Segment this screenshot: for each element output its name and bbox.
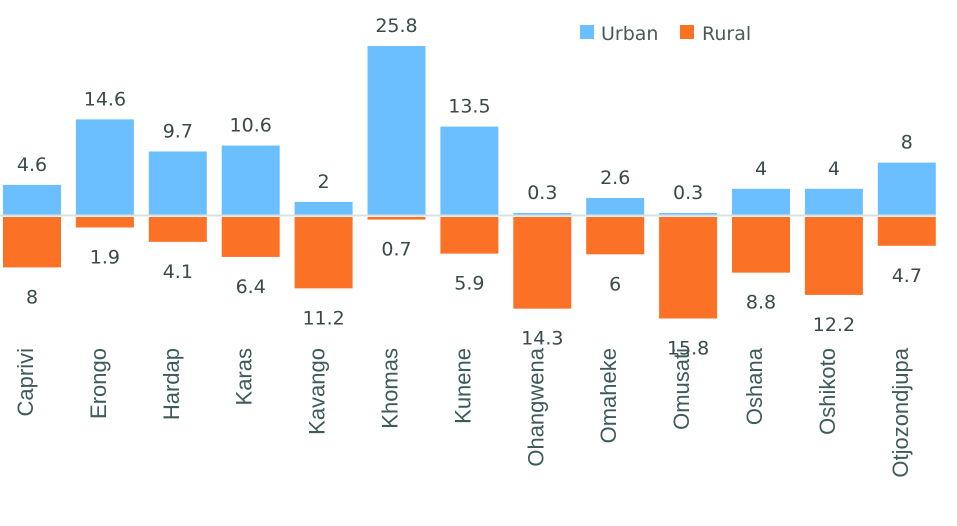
bar-urban-oshikoto (804, 188, 863, 215)
category-label-kunene: Kunene (450, 348, 475, 424)
category-labels-layer: Caprivi Erongo Hardap Karas Kavango Khomas Kun… (13, 347, 913, 477)
legend: Urban Rural (580, 23, 751, 45)
value-labels-layer: 4.6 8 14.6 1.9 9.7 4.1 10.6 6.4 2 11.2 25.8 0.7 13.5… (17, 15, 922, 359)
value-label-rural-ohangwena: 14.3 (521, 328, 563, 350)
category-label-otjozondjupa: Otjozondjupa (888, 347, 913, 477)
bar-urban-caprivi (3, 184, 61, 215)
bar-urban-omaheke (586, 197, 645, 215)
value-label-rural-khomas: 0.7 (381, 239, 411, 261)
legend-label-rural: Rural (702, 23, 751, 45)
value-label-urban-otjozondjupa: 8 (901, 132, 913, 154)
value-label-urban-khomas: 25.8 (375, 15, 417, 37)
bar-rural-omaheke (586, 217, 645, 255)
legend-swatch-urban (580, 25, 594, 39)
value-label-urban-kunene: 13.5 (448, 96, 490, 118)
category-label-hardap: Hardap (159, 348, 184, 420)
value-label-rural-omaheke: 6 (609, 273, 621, 295)
category-label-khomas: Khomas (378, 348, 403, 429)
bar-rural-karas (221, 217, 280, 257)
value-label-rural-karas: 6.4 (236, 276, 266, 298)
value-label-rural-omusati: 15.8 (667, 337, 709, 359)
bar-rural-erongo (75, 217, 134, 228)
bar-urban-omusati (659, 213, 718, 215)
legend-swatch-rural (680, 25, 694, 39)
value-label-urban-oshana: 4 (755, 158, 767, 180)
category-label-karas: Karas (232, 348, 257, 405)
value-label-urban-erongo: 14.6 (84, 88, 126, 110)
category-label-erongo: Erongo (86, 348, 111, 419)
category-label-caprivi: Caprivi (13, 348, 38, 416)
bar-urban-erongo (75, 119, 134, 215)
bar-rural-otjozondjupa (877, 217, 936, 246)
bar-urban-hardap (148, 151, 207, 215)
value-label-urban-kavango: 2 (318, 171, 330, 193)
value-label-rural-hardap: 4.1 (163, 261, 193, 283)
bar-rural-hardap (148, 217, 207, 242)
bar-rural-oshikoto (804, 217, 863, 295)
bar-rural-kunene (440, 217, 499, 254)
category-label-kavango: Kavango (305, 348, 330, 435)
category-label-oshana: Oshana (742, 347, 767, 425)
category-label-omusati: Omusati (669, 348, 694, 430)
category-label-ohangwena: Ohangwena (523, 347, 548, 466)
bar-urban-khomas (367, 46, 426, 216)
value-label-rural-kavango: 11.2 (302, 307, 344, 329)
value-label-urban-omusati: 0.3 (673, 182, 703, 204)
bar-urban-karas (221, 145, 280, 215)
value-label-rural-erongo: 1.9 (90, 246, 120, 268)
bar-rural-kavango (294, 217, 353, 289)
value-label-rural-caprivi: 8 (26, 286, 38, 308)
bar-rural-oshana (732, 217, 790, 273)
value-label-rural-oshikoto: 12.2 (813, 314, 855, 336)
value-label-urban-ohangwena: 0.3 (527, 182, 557, 204)
category-label-omaheke: Omaheke (596, 348, 621, 443)
value-label-rural-oshana: 8.8 (746, 292, 776, 314)
value-label-urban-caprivi: 4.6 (17, 154, 47, 176)
bar-urban-otjozondjupa (877, 162, 936, 215)
bar-rural-caprivi (3, 217, 61, 268)
bar-rural-omusati (659, 217, 718, 319)
bar-urban-oshana (732, 188, 790, 215)
bar-urban-ohangwena (513, 213, 572, 215)
bar-rural-ohangwena (513, 217, 572, 309)
value-label-urban-hardap: 9.7 (163, 120, 193, 142)
value-label-rural-kunene: 5.9 (454, 273, 484, 295)
value-label-urban-omaheke: 2.6 (600, 167, 630, 189)
bar-rural-khomas (367, 217, 426, 220)
value-label-urban-oshikoto: 4 (828, 158, 840, 180)
value-label-urban-karas: 10.6 (230, 115, 272, 137)
bar-urban-kavango (294, 201, 353, 215)
category-label-oshikoto: Oshikoto (815, 348, 840, 435)
bar-urban-kunene (440, 126, 499, 215)
value-label-rural-otjozondjupa: 4.7 (892, 265, 922, 287)
bars-layer (3, 46, 936, 319)
legend-label-urban: Urban (601, 23, 658, 45)
